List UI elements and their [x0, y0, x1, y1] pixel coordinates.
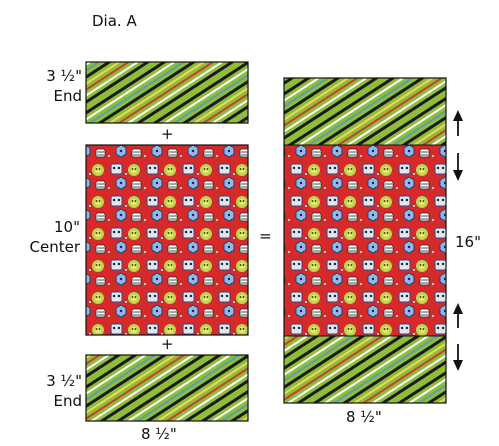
assembled-panel — [283, 77, 447, 404]
right-width-label: 8 ½" — [346, 408, 382, 426]
top-end-piece — [85, 61, 249, 124]
left-width-label: 8 ½" — [141, 425, 177, 443]
top-end-size-label: 3 ½" — [46, 67, 82, 85]
result-top-end — [284, 78, 446, 145]
result-center — [284, 145, 446, 336]
result-bottom-end — [284, 336, 446, 403]
equals-sign: = — [259, 227, 272, 245]
bottom-end-name-label: End — [53, 392, 82, 410]
seam-arrow-top — [453, 110, 463, 181]
finished-height-label: 16" — [455, 233, 481, 251]
bottom-end-size-label: 3 ½" — [46, 372, 82, 390]
top-end-name-label: End — [53, 87, 82, 105]
bottom-end-piece — [85, 354, 249, 422]
center-name-label: Center — [29, 238, 81, 256]
center-size-label: 10" — [54, 218, 80, 236]
plus-sign-top: + — [161, 125, 174, 143]
diagram-title: Dia. A — [92, 12, 137, 30]
seam-arrow-bottom — [453, 303, 463, 371]
center-piece — [85, 144, 249, 336]
plus-sign-bottom: + — [161, 335, 174, 353]
